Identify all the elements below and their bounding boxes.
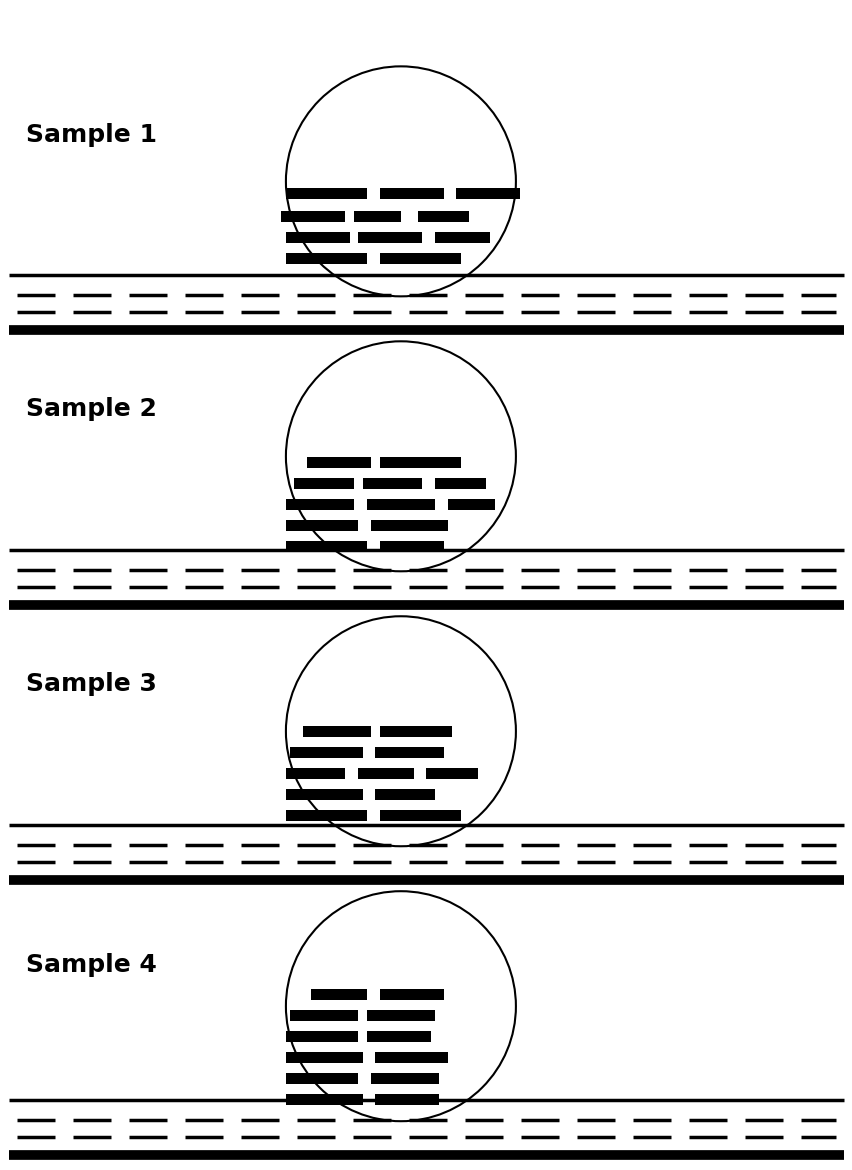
Text: Sample 4: Sample 4 <box>26 954 156 977</box>
Bar <box>435 232 490 243</box>
Bar <box>435 477 486 489</box>
Bar <box>379 187 443 199</box>
Text: Sample 3: Sample 3 <box>26 673 156 696</box>
Bar <box>281 211 345 222</box>
Bar <box>285 1073 358 1085</box>
Bar <box>366 498 435 510</box>
Bar <box>285 810 366 821</box>
Bar <box>290 746 362 758</box>
Bar <box>285 232 349 243</box>
Bar <box>417 211 469 222</box>
Bar <box>294 477 354 489</box>
Bar <box>311 989 366 1000</box>
Bar <box>285 498 354 510</box>
Bar <box>285 541 366 552</box>
Bar <box>302 725 371 737</box>
Bar <box>379 725 452 737</box>
Bar <box>375 746 443 758</box>
Bar <box>358 768 413 779</box>
Bar <box>379 541 443 552</box>
Bar <box>285 768 345 779</box>
Bar <box>375 789 435 800</box>
Bar <box>426 768 477 779</box>
Text: Sample 2: Sample 2 <box>26 398 156 421</box>
Bar <box>307 456 371 468</box>
Bar <box>366 1031 430 1042</box>
Bar <box>379 989 443 1000</box>
Bar <box>285 789 362 800</box>
Text: Sample 1: Sample 1 <box>26 123 157 146</box>
Bar <box>447 498 494 510</box>
Bar <box>354 211 400 222</box>
Bar <box>285 1094 362 1106</box>
Bar <box>456 187 520 199</box>
Bar <box>285 187 366 199</box>
Bar <box>371 1073 439 1085</box>
Bar <box>379 810 460 821</box>
Bar <box>371 519 447 531</box>
Bar <box>285 253 366 264</box>
Bar <box>362 477 422 489</box>
Bar <box>379 253 460 264</box>
Bar <box>285 1031 358 1042</box>
Bar <box>379 456 460 468</box>
Bar <box>375 1094 439 1106</box>
Bar <box>366 1010 435 1021</box>
Bar <box>290 1010 358 1021</box>
Bar <box>285 519 358 531</box>
Bar <box>358 232 422 243</box>
Bar <box>375 1052 447 1064</box>
Bar <box>285 1052 362 1064</box>
